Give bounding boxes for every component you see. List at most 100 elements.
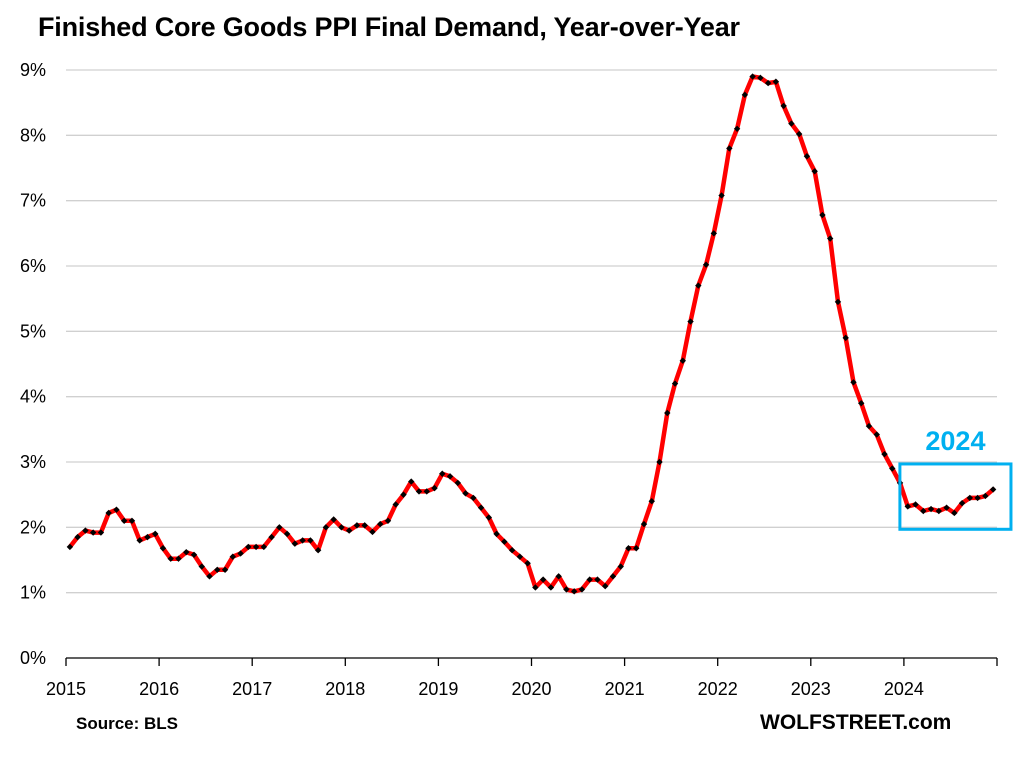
data-point	[726, 145, 733, 152]
data-point	[532, 584, 539, 591]
data-point	[586, 576, 593, 583]
data-point	[524, 560, 531, 567]
data-point	[966, 494, 974, 502]
data-point	[252, 543, 260, 551]
data-point	[664, 409, 671, 417]
data-point	[128, 517, 136, 524]
x-tick-label: 2018	[325, 679, 365, 699]
data-point	[927, 505, 935, 513]
source-label: Source: BLS	[76, 714, 179, 733]
data-point	[974, 494, 981, 502]
data-point	[850, 379, 857, 386]
data-point	[702, 261, 710, 268]
data-point	[749, 73, 756, 80]
data-point	[136, 537, 143, 544]
data-point	[105, 509, 112, 517]
data-point	[788, 120, 795, 127]
data-point	[795, 130, 803, 138]
data-point	[811, 168, 818, 175]
data-point	[446, 473, 454, 480]
data-point	[408, 478, 415, 485]
data-point	[369, 528, 376, 536]
y-tick-label: 1%	[20, 583, 46, 603]
data-point	[322, 524, 330, 531]
data-point	[268, 533, 275, 541]
x-tick-label: 2023	[791, 679, 831, 699]
data-point	[74, 533, 81, 541]
data-point	[175, 555, 182, 562]
y-tick-label: 8%	[20, 125, 46, 145]
data-point	[477, 504, 485, 511]
data-point	[679, 357, 686, 364]
data-point	[578, 586, 586, 593]
data-point	[462, 490, 469, 497]
data-point	[229, 553, 237, 560]
data-point	[307, 537, 314, 544]
data-point	[656, 458, 663, 466]
data-point	[167, 555, 174, 562]
data-point	[415, 488, 423, 495]
data-point	[276, 524, 283, 531]
data-point	[361, 522, 368, 529]
data-point	[889, 465, 896, 472]
data-point	[780, 102, 787, 110]
data-point	[516, 553, 524, 560]
data-point	[640, 520, 648, 528]
x-tick-label: 2016	[139, 679, 179, 699]
data-point	[501, 538, 508, 545]
data-point	[858, 400, 865, 407]
highlight-label: 2024	[925, 426, 985, 456]
highlight-box	[898, 462, 1013, 531]
data-point	[594, 576, 601, 583]
data-point	[82, 527, 89, 534]
data-point	[912, 501, 919, 508]
data-point	[89, 529, 97, 536]
data-point	[547, 584, 555, 591]
data-point	[245, 543, 252, 551]
data-point	[423, 488, 430, 495]
data-point	[392, 501, 399, 508]
data-point	[384, 517, 392, 524]
data-point	[214, 566, 221, 573]
data-point	[671, 380, 679, 387]
data-point	[152, 530, 159, 538]
data-point	[377, 520, 384, 528]
data-point	[66, 543, 74, 551]
data-point	[508, 547, 516, 554]
data-point	[695, 282, 702, 289]
x-tick-label: 2015	[46, 679, 86, 699]
y-tick-label: 9%	[20, 60, 46, 80]
data-point	[920, 507, 927, 515]
data-point	[570, 588, 578, 595]
data-point	[648, 498, 655, 505]
data-point	[439, 470, 446, 477]
series-line	[67, 74, 996, 594]
chart-title: Finished Core Goods PPI Final Demand, Ye…	[38, 12, 740, 42]
data-point	[943, 504, 950, 511]
x-tick-label: 2021	[605, 679, 645, 699]
x-tick-label: 2020	[511, 679, 551, 699]
data-point	[485, 514, 493, 521]
data-point	[803, 153, 811, 160]
y-tick-label: 0%	[20, 648, 46, 668]
data-point	[741, 91, 749, 99]
data-point	[625, 545, 632, 552]
data-point	[183, 548, 190, 556]
data-point	[539, 576, 547, 583]
data-point	[283, 530, 291, 538]
data-point	[733, 125, 741, 132]
brand-label: WOLFSTREET.com	[760, 711, 952, 734]
data-point	[842, 334, 849, 342]
y-tick-label: 5%	[20, 321, 46, 341]
data-point	[982, 492, 989, 500]
data-point	[400, 491, 407, 498]
data-point	[951, 509, 958, 517]
data-point	[563, 586, 570, 593]
data-point	[144, 533, 151, 541]
data-point	[493, 530, 500, 538]
data-point	[602, 582, 609, 590]
data-point	[198, 563, 205, 570]
data-point	[190, 551, 198, 558]
data-point	[291, 540, 299, 547]
